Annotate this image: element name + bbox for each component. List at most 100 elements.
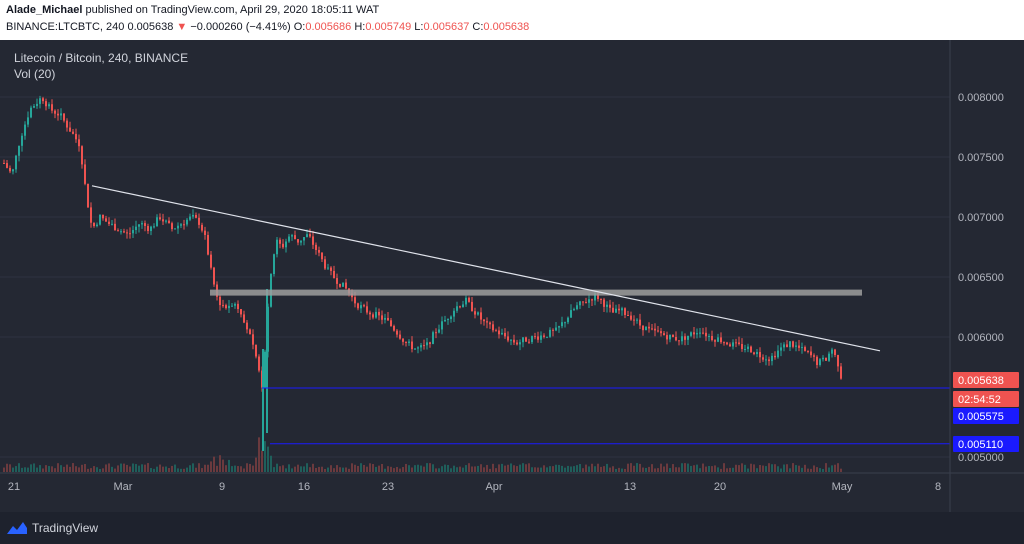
candle-body xyxy=(819,359,821,365)
volume-bar xyxy=(123,463,125,472)
volume-bar xyxy=(663,466,665,472)
author-name[interactable]: Alade_Michael xyxy=(6,4,83,16)
volume-bar xyxy=(783,464,785,472)
candle-body xyxy=(576,305,578,310)
volume-bar xyxy=(474,466,476,472)
candle-body xyxy=(594,293,596,301)
candle-body xyxy=(375,311,377,318)
volume-bar xyxy=(306,463,308,472)
candle-body xyxy=(648,326,650,329)
candle-body xyxy=(498,330,500,335)
volume-bar xyxy=(804,464,806,472)
volume-bar xyxy=(480,464,482,472)
volume-bar xyxy=(441,466,443,472)
candle-body xyxy=(18,145,20,156)
volume-bar xyxy=(33,463,35,472)
chart-area[interactable]: 0.008000 0.007500 0.007000 0.006500 0.006000… xyxy=(0,40,1024,512)
volume-bar xyxy=(108,463,110,472)
candle-body xyxy=(240,309,242,315)
candle-body xyxy=(303,237,305,241)
tradingview-brand[interactable]: TradingView xyxy=(32,521,99,535)
candle-body xyxy=(645,326,647,331)
volume-bar xyxy=(540,467,542,472)
volume-bar xyxy=(111,466,113,472)
volume-bar xyxy=(414,465,416,472)
candle-body xyxy=(585,302,587,304)
candle-body xyxy=(126,232,128,234)
price-chart[interactable]: 0.008000 0.007500 0.007000 0.006500 0.006000… xyxy=(0,40,1024,512)
candle-body xyxy=(711,336,713,341)
volume-bar xyxy=(444,464,446,472)
volume-bar xyxy=(282,465,284,472)
candle-body xyxy=(159,217,161,220)
candle-body xyxy=(816,356,818,365)
candle-body xyxy=(447,319,449,321)
volume-bar xyxy=(531,467,533,472)
volume-bar xyxy=(564,467,566,472)
volume-bar xyxy=(687,463,689,472)
volume-bar xyxy=(69,466,71,472)
price-tick-label: 0.005000 xyxy=(958,452,1004,464)
volume-bar xyxy=(12,467,14,472)
current-price-label-bg xyxy=(953,372,1019,388)
candle-body xyxy=(507,336,509,341)
candle-body xyxy=(672,334,674,338)
candle-body xyxy=(693,332,695,335)
volume-bar xyxy=(471,466,473,472)
countdown-label: 02:54:52 xyxy=(958,394,1001,406)
candle-body xyxy=(753,352,755,355)
volume-bar xyxy=(198,463,200,472)
volume-bar xyxy=(789,468,791,472)
candle-body xyxy=(360,305,362,309)
volume-bars xyxy=(3,437,842,472)
volume-bar xyxy=(219,455,221,472)
volume-bar xyxy=(750,463,752,472)
volume-bar xyxy=(144,464,146,472)
candle-body xyxy=(33,106,35,108)
candle-body xyxy=(432,332,434,344)
volume-bar xyxy=(243,468,245,472)
resistance-zone xyxy=(210,289,862,296)
volume-bar xyxy=(510,463,512,472)
candle-body xyxy=(702,332,704,334)
tradingview-logo-icon[interactable] xyxy=(6,520,28,536)
last-price: 0.005638 xyxy=(127,21,174,33)
volume-bar xyxy=(711,466,713,472)
volume-bar xyxy=(831,465,833,472)
candle-body xyxy=(633,319,635,321)
volume-bar xyxy=(321,466,323,472)
candle-body xyxy=(795,345,797,347)
candle-body xyxy=(258,356,260,371)
volume-bar xyxy=(525,464,527,472)
volume-bar xyxy=(558,464,560,472)
time-tick-label: 9 xyxy=(219,481,225,493)
candle-body xyxy=(114,223,116,231)
volume-bar xyxy=(48,466,50,472)
volume-bar xyxy=(315,467,317,472)
candle-body xyxy=(234,303,236,306)
candle-body xyxy=(72,131,74,134)
candle-body xyxy=(42,98,44,102)
candle-body xyxy=(546,336,548,338)
candle-body xyxy=(549,329,551,337)
volume-bar xyxy=(87,468,89,472)
price-axis: 0.008000 0.007500 0.007000 0.006500 0.006000… xyxy=(949,40,1019,512)
volume-bar xyxy=(240,466,242,472)
candle-body xyxy=(177,225,179,229)
volume-bar xyxy=(51,466,53,472)
volume-bar xyxy=(246,463,248,472)
volume-bar xyxy=(825,463,827,472)
candle-body xyxy=(141,223,143,225)
volume-bar xyxy=(516,466,518,472)
volume-bar xyxy=(333,468,335,472)
volume-bar xyxy=(132,463,134,472)
candle-body xyxy=(417,347,419,349)
candle-body xyxy=(729,344,731,347)
high-value: 0.005749 xyxy=(365,21,412,33)
candle-body xyxy=(762,357,764,360)
volume-bar xyxy=(651,464,653,472)
volume-bar xyxy=(822,468,824,472)
candle-body xyxy=(408,341,410,343)
volume-bar xyxy=(606,463,608,472)
candle-body xyxy=(321,252,323,260)
